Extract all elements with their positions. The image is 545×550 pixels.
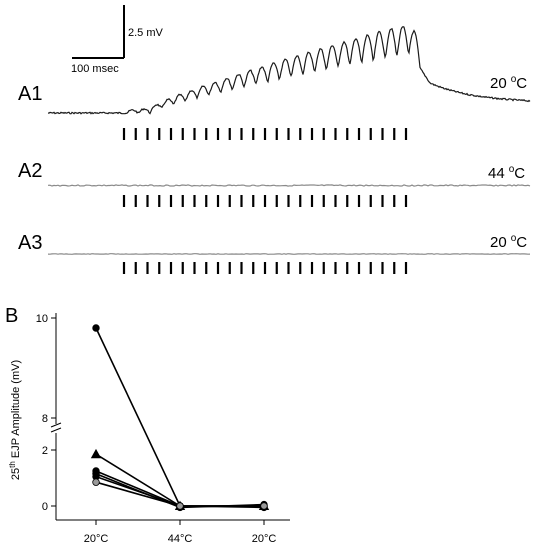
axis-break-mark [50, 422, 62, 428]
panel-label-a3: A3 [18, 232, 42, 254]
stimulus-ticks-a1 [122, 128, 408, 140]
trace-a1 [47, 26, 531, 115]
data-point [92, 324, 100, 332]
data-point [92, 478, 100, 486]
y-tick-label: 2 [42, 445, 48, 457]
series-line [95, 453, 264, 507]
chart-series-lines [95, 327, 265, 509]
x-tick-label: 44°C [168, 533, 193, 545]
y-axis-label: 25th EJP Amplitude (mV) [8, 360, 22, 480]
trace-a2 [47, 184, 531, 187]
data-point [90, 448, 102, 459]
voltage-scale-label: 2.5 mV [128, 27, 164, 39]
y-tick-label: 0 [42, 501, 48, 513]
temp-label-a2: 44 oC [488, 164, 525, 182]
x-tick-label: 20°C [252, 533, 277, 545]
temp-label-a3: 20 oC [490, 233, 527, 251]
axis-break-mark [50, 427, 62, 433]
y-tick-label: 10 [36, 313, 48, 325]
data-point [260, 502, 268, 510]
data-point [176, 502, 184, 510]
chart-axes: 0 2 8 10 20°C 44°C 20°C [36, 313, 290, 545]
panel-label-b: B [5, 305, 18, 327]
x-tick-label: 20°C [84, 533, 109, 545]
amplitude-chart: 0 2 8 10 20°C 44°C 20°C [36, 313, 290, 545]
stimulus-ticks-a3 [122, 262, 408, 274]
panel-label-a1: A1 [18, 83, 42, 105]
stimulus-ticks-a2 [122, 195, 408, 207]
time-scale-label: 100 msec [71, 63, 119, 75]
series-line [95, 327, 264, 507]
y-tick-label: 8 [42, 413, 48, 425]
trace-a3 [47, 253, 531, 255]
panel-label-a2: A2 [18, 160, 42, 182]
temp-label-a1: 20 oC [490, 74, 527, 92]
scale-bar: 2.5 mV 100 msec [71, 5, 164, 75]
chart-points [90, 324, 270, 512]
